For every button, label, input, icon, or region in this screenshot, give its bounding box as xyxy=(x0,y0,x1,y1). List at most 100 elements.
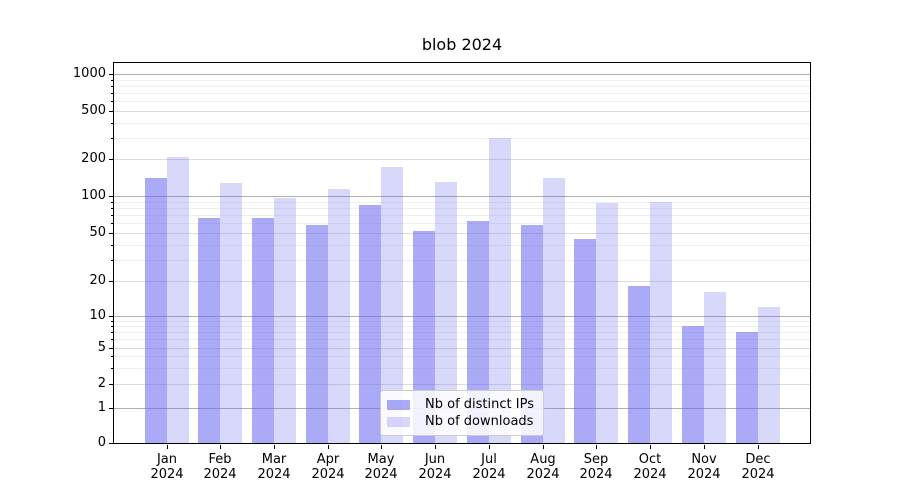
xtick-label-sep: Sep 2024 xyxy=(579,452,613,482)
xtick-mark-sep xyxy=(596,445,598,449)
bar-downloads-apr xyxy=(328,189,350,443)
ytick-label-1: 1 xyxy=(97,400,106,415)
bar-ips-jul xyxy=(467,221,489,443)
bar-ips-nov xyxy=(682,326,704,443)
gridline-600 xyxy=(114,101,810,102)
bar-downloads-jul xyxy=(489,138,511,443)
gridline-800 xyxy=(114,86,810,87)
gridline-40 xyxy=(114,245,810,246)
ytick-minor-mark-800 xyxy=(111,86,113,88)
ytick-mark-0 xyxy=(109,443,113,445)
ytick-label-1000: 1000 xyxy=(72,66,106,81)
gridline-900 xyxy=(114,80,810,81)
gridline-5 xyxy=(114,348,810,349)
gridline-4 xyxy=(114,356,810,357)
gridline-50 xyxy=(114,233,810,234)
legend-item-downloads: Nb of downloads xyxy=(387,413,534,430)
legend-item-distinct-ips: Nb of distinct IPs xyxy=(387,396,534,413)
ytick-mark-2 xyxy=(109,384,113,386)
xtick-label-nov: Nov 2024 xyxy=(687,452,721,482)
ytick-label-20: 20 xyxy=(89,273,106,288)
ytick-mark-1 xyxy=(109,408,113,410)
xtick-mark-nov xyxy=(704,445,706,449)
xtick-label-feb: Feb 2024 xyxy=(203,452,237,482)
ytick-mark-100 xyxy=(109,196,113,198)
xtick-label-jul: Jul 2024 xyxy=(472,452,506,482)
chart-title: blob 2024 xyxy=(421,35,503,54)
legend: Nb of distinct IPs Nb of downloads xyxy=(380,390,544,436)
bar-downloads-mar xyxy=(274,198,296,443)
xtick-label-apr: Apr 2024 xyxy=(311,452,345,482)
ytick-minor-mark-7 xyxy=(111,332,113,334)
bar-ips-feb xyxy=(198,218,220,443)
ytick-minor-mark-60 xyxy=(111,223,113,225)
xtick-mark-aug xyxy=(543,445,545,449)
bar-downloads-may xyxy=(381,167,403,443)
bar-ips-dec xyxy=(736,332,758,443)
ytick-minor-mark-30 xyxy=(111,260,113,262)
legend-label-distinct-ips: Nb of distinct IPs xyxy=(425,397,534,412)
ytick-minor-mark-900 xyxy=(111,80,113,82)
gridline-9 xyxy=(114,321,810,322)
bar-downloads-nov xyxy=(704,292,726,443)
ytick-label-50: 50 xyxy=(89,225,106,240)
gridline-20 xyxy=(114,281,810,282)
xtick-mark-may xyxy=(381,445,383,449)
bar-downloads-jan xyxy=(167,157,189,443)
ytick-minor-mark-80 xyxy=(111,208,113,210)
ytick-mark-500 xyxy=(109,111,113,113)
xtick-label-may: May 2024 xyxy=(364,452,398,482)
bar-ips-aug xyxy=(521,225,543,443)
ytick-minor-mark-300 xyxy=(111,138,113,140)
plot-area: Nb of distinct IPs Nb of downloads xyxy=(113,62,811,444)
legend-label-downloads: Nb of downloads xyxy=(425,414,534,429)
ytick-mark-200 xyxy=(109,159,113,161)
gridline-700 xyxy=(114,93,810,94)
ytick-label-500: 500 xyxy=(81,103,106,118)
ytick-minor-mark-90 xyxy=(111,202,113,204)
xtick-mark-oct xyxy=(650,445,652,449)
gridline-6 xyxy=(114,339,810,340)
gridline-2 xyxy=(114,384,810,385)
bar-downloads-dec xyxy=(758,307,780,443)
xtick-label-dec: Dec 2024 xyxy=(741,452,775,482)
ytick-label-100: 100 xyxy=(81,188,106,203)
bar-ips-jan xyxy=(145,178,167,443)
ytick-minor-mark-70 xyxy=(111,215,113,217)
gridline-80 xyxy=(114,208,810,209)
gridline-300 xyxy=(114,138,810,139)
ytick-mark-5 xyxy=(109,348,113,350)
bar-ips-oct xyxy=(628,286,650,443)
gridline-100 xyxy=(114,196,810,197)
legend-swatch-downloads xyxy=(387,416,411,427)
xtick-mark-dec xyxy=(758,445,760,449)
xtick-label-jan: Jan 2024 xyxy=(150,452,184,482)
gridline-1000 xyxy=(114,74,810,75)
ytick-minor-mark-9 xyxy=(111,321,113,323)
ytick-label-200: 200 xyxy=(81,151,106,166)
ytick-minor-mark-700 xyxy=(111,93,113,95)
bar-downloads-jun xyxy=(435,182,457,443)
ytick-mark-50 xyxy=(109,233,113,235)
xtick-label-jun: Jun 2024 xyxy=(418,452,452,482)
xtick-label-oct: Oct 2024 xyxy=(633,452,667,482)
gridline-500 xyxy=(114,111,810,112)
bar-ips-may xyxy=(359,205,381,443)
bar-ips-mar xyxy=(252,218,274,443)
ytick-minor-mark-8 xyxy=(111,326,113,328)
xtick-mark-mar xyxy=(274,445,276,449)
xtick-label-aug: Aug 2024 xyxy=(526,452,560,482)
xtick-mark-jul xyxy=(489,445,491,449)
gridline-400 xyxy=(114,123,810,124)
ytick-label-10: 10 xyxy=(89,308,106,323)
gridline-3 xyxy=(114,368,810,369)
gridline-90 xyxy=(114,202,810,203)
ytick-label-0: 0 xyxy=(97,435,106,450)
bar-ips-sep xyxy=(574,239,596,443)
ytick-minor-mark-6 xyxy=(111,339,113,341)
ytick-minor-mark-400 xyxy=(111,123,113,125)
xtick-mark-jan xyxy=(167,445,169,449)
gridline-10 xyxy=(114,316,810,317)
legend-swatch-distinct-ips xyxy=(387,399,411,410)
